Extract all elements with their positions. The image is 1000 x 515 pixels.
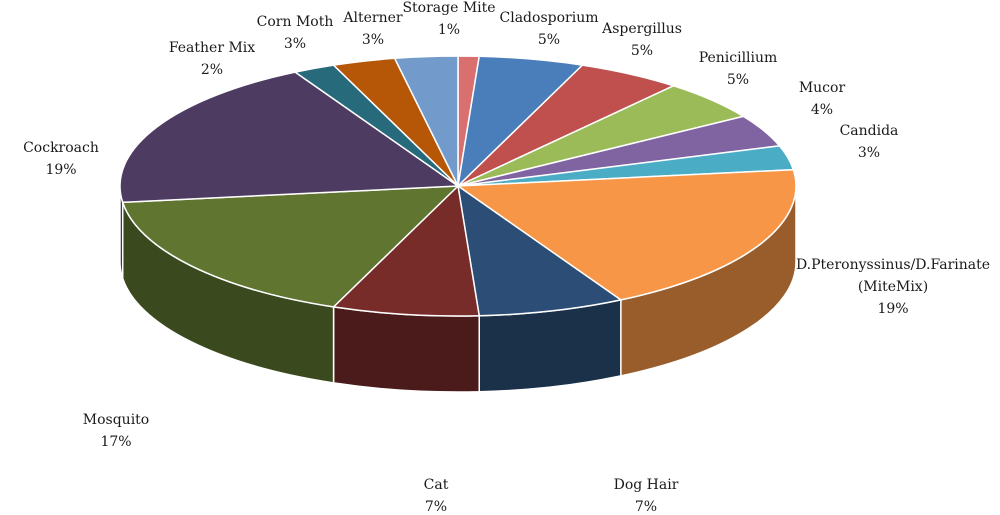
pie-value-label-aspergillus: 5% xyxy=(631,43,653,59)
pie-category-label-mosquito: Mosquito xyxy=(83,412,149,428)
pie-tops xyxy=(119,55,797,317)
pie-category-label-cat: Cat xyxy=(424,477,449,493)
pie-category-label-d-pteronyssinus-d-farinate: D.Pteronyssinus/D.Farinate xyxy=(796,257,990,273)
pie-category-label-storage-mite: Storage Mite xyxy=(402,0,495,16)
pie-slice-alterner xyxy=(393,55,459,187)
pie-value-label-alterner: 3% xyxy=(362,32,384,48)
pie-slice-dog-hair xyxy=(456,184,623,317)
pie-value-label-feather-mix: 2% xyxy=(201,62,223,78)
pie-category-label-alterner: Alterner xyxy=(342,10,402,26)
pie-value-label-cat: 7% xyxy=(425,499,447,515)
pie-category-label-cladosporium: Cladosporium xyxy=(500,10,599,26)
pie-slice-cat xyxy=(331,184,481,317)
pie-value-label-mucor: 4% xyxy=(811,102,833,118)
pie-value-label-d-pteronyssinus-d-farinate: 19% xyxy=(877,301,908,317)
pie-slice-cockroach xyxy=(119,71,461,204)
pie-value-label-candida: 3% xyxy=(858,145,880,161)
pie-category-label-d-pteronyssinus-d-farinate: (MiteMix) xyxy=(858,279,928,295)
pie-value-label-corn-moth: 3% xyxy=(284,36,306,52)
pie-value-label-cladosporium: 5% xyxy=(538,32,560,48)
pie-sides xyxy=(119,185,797,393)
pie-category-label-mucor: Mucor xyxy=(799,80,846,96)
pie-value-label-mosquito: 17% xyxy=(100,434,131,450)
pie-category-label-cockroach: Cockroach xyxy=(23,140,99,156)
pie-value-label-dog-hair: 7% xyxy=(635,499,657,515)
pie-value-label-penicillium: 5% xyxy=(727,72,749,88)
pie-value-label-cockroach: 19% xyxy=(45,162,76,178)
pie-category-label-corn-moth: Corn Moth xyxy=(257,14,334,30)
pie-category-label-penicillium: Penicillium xyxy=(699,50,778,66)
pie-labels: Storage Mite 1% Cladosporium 5% Aspergillus 5… xyxy=(23,0,990,515)
pie-value-label-storage-mite: 1% xyxy=(438,22,460,38)
pie-slice-d-pteronyssinus-d-farinate xyxy=(455,168,797,301)
pie-side-cat xyxy=(332,305,480,393)
pie-category-label-dog-hair: Dog Hair xyxy=(614,477,679,493)
pie-category-label-aspergillus: Aspergillus xyxy=(601,21,682,37)
pie-slice-mosquito xyxy=(121,185,460,308)
pie-category-label-candida: Candida xyxy=(840,123,899,139)
pie-category-label-feather-mix: Feather Mix xyxy=(169,40,255,56)
